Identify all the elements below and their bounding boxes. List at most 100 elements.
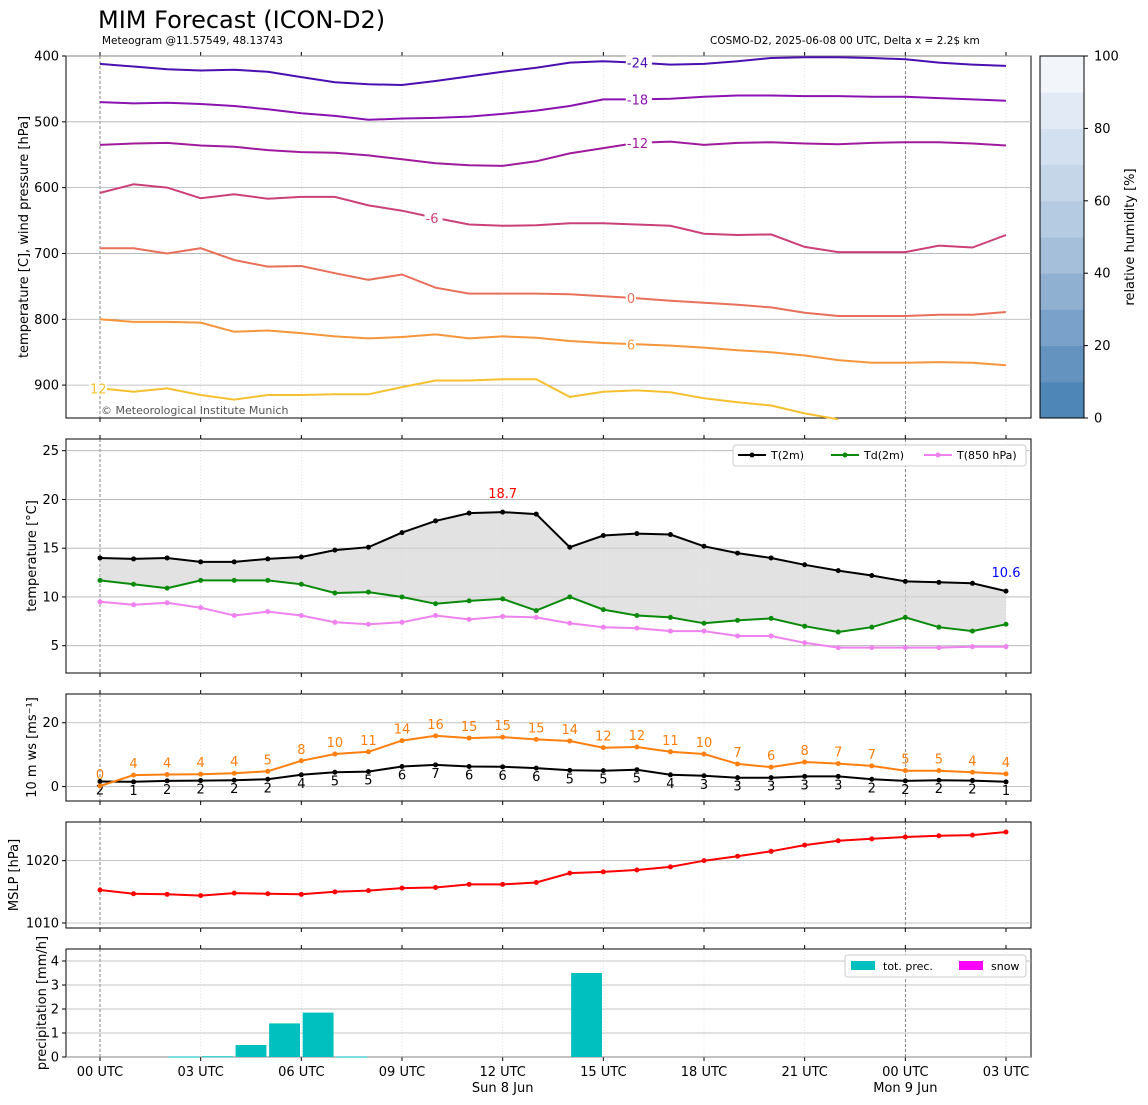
profile-ytick-label: 500 — [34, 115, 59, 130]
wind-point — [332, 751, 338, 757]
series-point — [466, 616, 472, 622]
colorbar-frame — [1039, 55, 1085, 419]
mslp-point — [634, 867, 640, 873]
wind-value-label: 14 — [394, 723, 411, 738]
series-point — [500, 509, 506, 515]
colorbar-band — [1040, 237, 1084, 274]
time-tick-label: 00 UTC — [77, 1065, 123, 1080]
series-point — [600, 607, 606, 613]
wind-value-label: 4 — [297, 777, 305, 792]
wind-point — [936, 768, 942, 774]
series-point — [500, 613, 506, 619]
wind-point — [164, 778, 170, 784]
wind-value-label: 4 — [129, 757, 137, 772]
chart-title: MIM Forecast (ICON-D2) — [98, 6, 386, 34]
wind-value-label: 12 — [629, 729, 646, 744]
wind-point — [365, 749, 371, 755]
wind-point — [835, 761, 841, 767]
temperature-frame — [65, 438, 1032, 674]
wind-value-label: 7 — [868, 748, 876, 763]
pressure-ytick-label: 1010 — [26, 917, 59, 932]
series-point — [399, 619, 405, 625]
series-point — [399, 530, 405, 536]
series-point — [231, 577, 237, 583]
precip-bar — [202, 1056, 233, 1058]
isotherm-line — [99, 318, 1007, 367]
series-point — [365, 544, 371, 550]
wind-value-label: 5 — [633, 772, 641, 787]
series-point — [533, 614, 539, 620]
wind-point — [969, 778, 975, 784]
precipitation-ytick-label: 4 — [51, 955, 59, 970]
series-point — [198, 605, 204, 611]
mslp-point — [433, 884, 439, 890]
wind-value-label: 14 — [562, 723, 579, 738]
wind-value-label: 4 — [968, 754, 976, 769]
wind-value-label: 4 — [666, 777, 674, 792]
wind-point — [399, 738, 405, 744]
wind-value-label: 7 — [834, 746, 842, 761]
mslp-point — [600, 869, 606, 875]
wind-value-label: 2 — [264, 781, 272, 796]
extreme-annotation: 18.7 — [488, 487, 517, 502]
series-point — [1003, 644, 1009, 650]
profile-ytick-label: 700 — [34, 247, 59, 262]
wind-value-label: 11 — [662, 734, 679, 749]
mslp-point — [1003, 829, 1009, 835]
mslp-point — [298, 891, 304, 897]
wind-point — [701, 751, 707, 757]
wind-value-label: 8 — [297, 743, 305, 758]
legend-label: T(850 hPa) — [956, 449, 1017, 462]
wind-point — [365, 769, 371, 775]
isotherm-line — [99, 56, 1007, 87]
wind-value-label: 10 — [327, 736, 344, 751]
wind-point — [600, 768, 606, 774]
mslp-point — [835, 838, 841, 844]
copyright-text: © Meteorological Institute Munich — [101, 404, 288, 417]
series-point — [701, 620, 707, 626]
wind-point — [735, 775, 741, 781]
series-point — [667, 532, 673, 538]
profile-ytick-label: 800 — [34, 313, 59, 328]
legend-label: snow — [991, 960, 1019, 973]
wind-value-label: 6 — [767, 749, 775, 764]
time-tick-label: 15 UTC — [580, 1065, 626, 1080]
wind-value-label: 3 — [767, 780, 775, 795]
mslp-point — [869, 836, 875, 842]
wind-point — [433, 733, 439, 739]
colorbar-tick-label: 20 — [1094, 339, 1111, 354]
wind-value-label: 15 — [461, 720, 478, 735]
wind-value-label: 4 — [197, 756, 205, 771]
series-point — [902, 645, 908, 651]
series-point — [802, 562, 808, 568]
precip-bar — [571, 973, 602, 1057]
series-point — [768, 633, 774, 639]
precipitation-ytick-label: 1 — [51, 1027, 59, 1042]
wind-value-label: 5 — [599, 773, 607, 788]
series-point — [869, 624, 875, 630]
wind-point — [164, 771, 170, 777]
wind-point — [768, 764, 774, 770]
colorbar-band — [1040, 200, 1084, 238]
colorbar-band — [1040, 273, 1084, 310]
colorbar-band — [1040, 381, 1084, 419]
wind-point — [768, 775, 774, 781]
series-point — [399, 594, 405, 600]
series-point — [634, 531, 640, 537]
series-point — [231, 559, 237, 565]
series-point — [97, 555, 103, 561]
wind-point — [433, 762, 439, 768]
wind-point — [634, 767, 640, 773]
series-line — [99, 579, 1007, 634]
mslp-point — [97, 887, 103, 893]
wind-point — [600, 745, 606, 751]
colorbar-band — [1040, 345, 1084, 383]
profile-ylabel: temperature [C], wind pressure [hPa] — [17, 116, 32, 358]
wind-value-label: 10 — [696, 736, 713, 751]
wind-point — [902, 768, 908, 774]
wind-value-label: 7 — [431, 767, 439, 782]
legend-swatch — [851, 961, 875, 970]
wind-value-label: 3 — [801, 778, 809, 793]
time-tick-label: 21 UTC — [781, 1065, 827, 1080]
isotherm-line — [99, 94, 1007, 121]
